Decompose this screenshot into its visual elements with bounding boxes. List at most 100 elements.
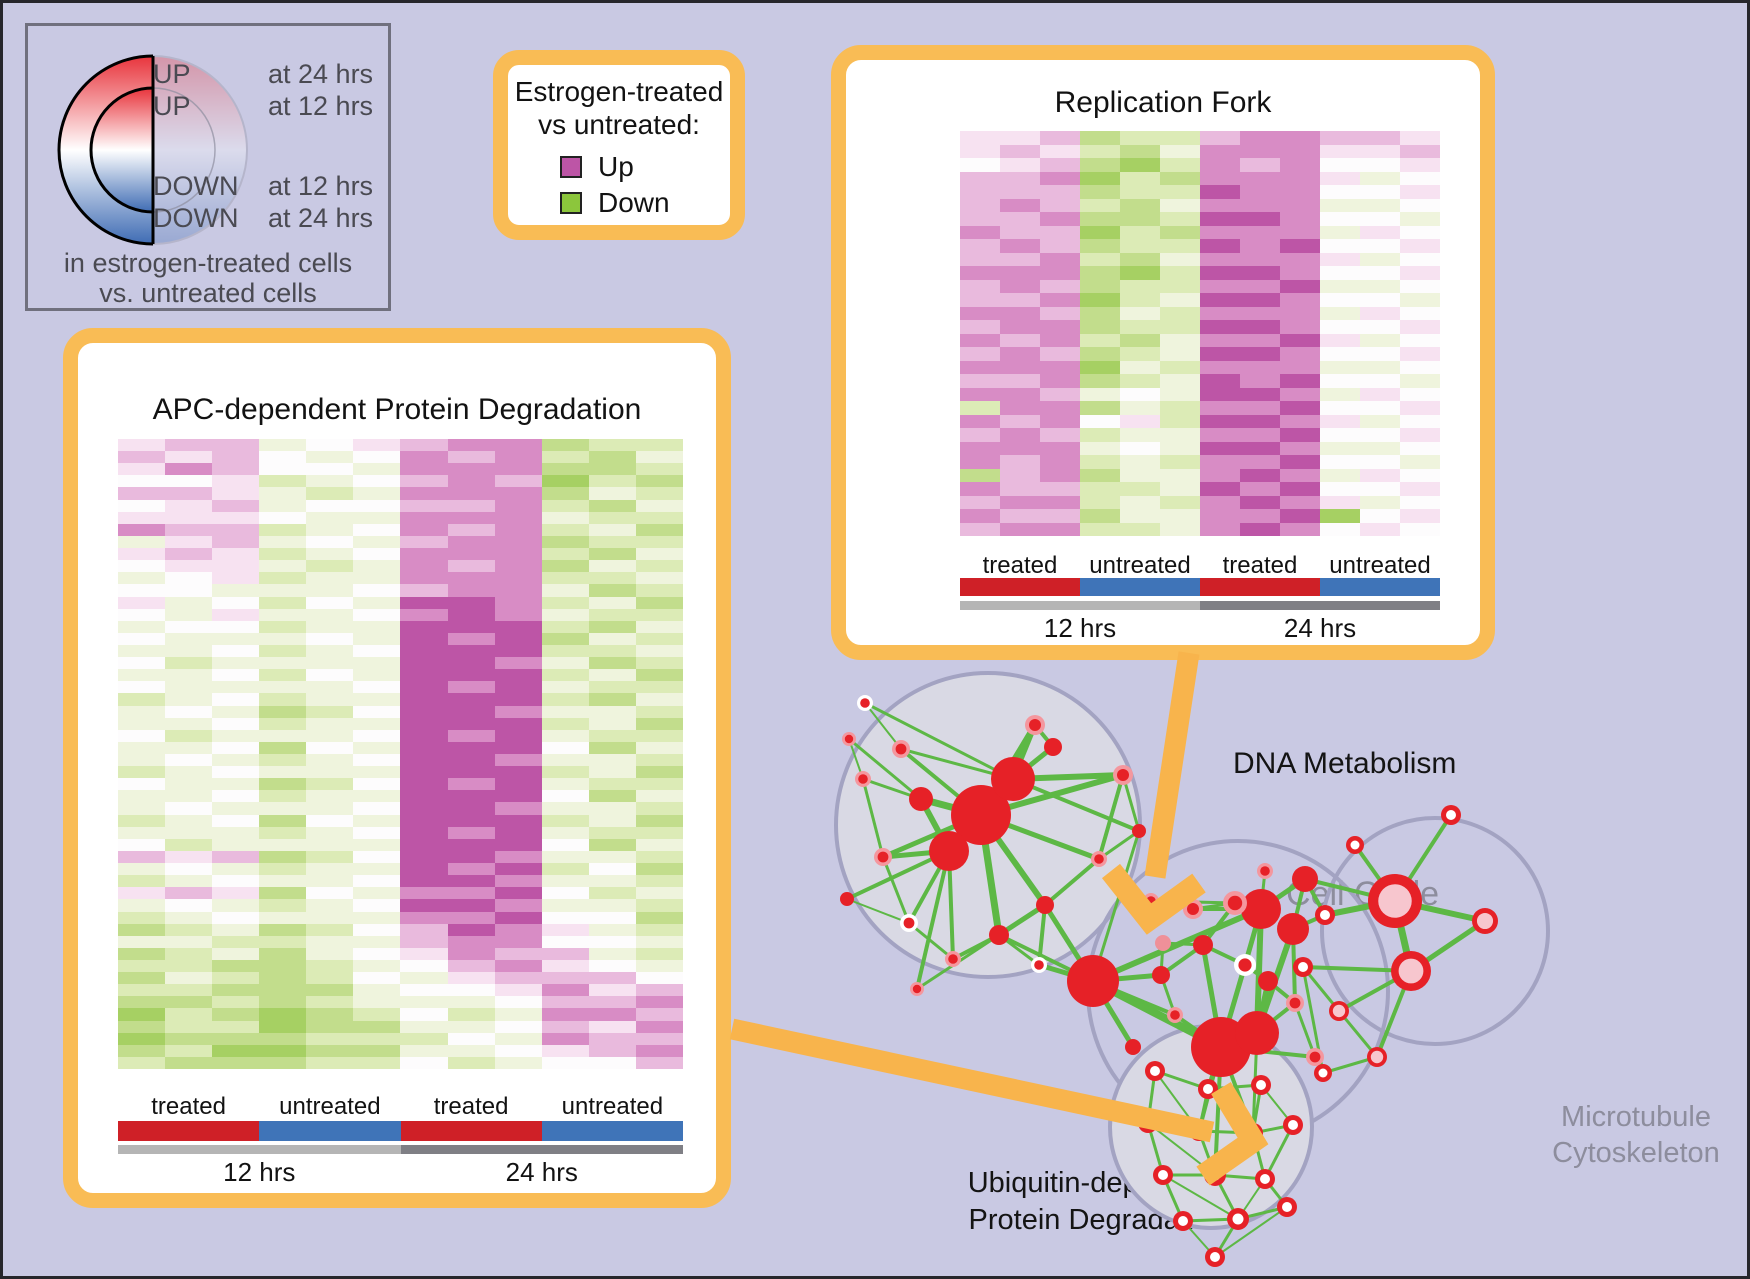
network-edge [1200, 944, 1224, 1048]
heatmap-cell [1240, 239, 1280, 253]
heatmap-cell [1240, 374, 1280, 388]
heatmap-cell [588, 984, 636, 997]
heatmap-cell [353, 923, 401, 936]
heatmap-cell [541, 1044, 589, 1057]
heatmap-cell [494, 511, 542, 524]
heatmap-cell [494, 814, 542, 827]
cluster-circle [1320, 816, 1550, 1046]
heatmap-cell [259, 669, 307, 682]
network-node-core [912, 984, 922, 994]
heatmap-cell [118, 560, 166, 573]
network-edge [915, 850, 951, 990]
heatmap-cell [635, 560, 683, 573]
heatmap-cell [494, 850, 542, 864]
heatmap-cell [1120, 495, 1160, 509]
heatmap-cell [353, 972, 401, 985]
heatmap-cell [165, 826, 213, 839]
heatmap-cell [1240, 482, 1280, 496]
heatmap-cell [1400, 482, 1440, 496]
heatmap-cell [165, 523, 213, 536]
network-node [929, 831, 969, 871]
heatmap-cell [541, 850, 589, 864]
network-edge [1038, 962, 1094, 984]
heatmap-cell [165, 608, 213, 621]
heatmap-cell [306, 644, 354, 658]
legend-row-up-12: UP at 12 hrs [153, 91, 373, 122]
heatmap-cell [1400, 414, 1440, 428]
heatmap-cell [259, 972, 307, 985]
heatmap-cell [212, 620, 260, 633]
heatmap-cell [1160, 428, 1200, 442]
heatmap-cell [1240, 306, 1280, 320]
heatmap-cell [259, 838, 307, 851]
heatmap-cell [1120, 266, 1160, 280]
heatmap-cell [306, 511, 354, 524]
network-node [1025, 715, 1045, 735]
network-edge [920, 795, 982, 819]
heatmap-cell [400, 717, 448, 730]
heatmap-cell [118, 875, 166, 888]
heatmap-cell [259, 439, 307, 452]
heatmap-cell [635, 681, 683, 694]
heatmap-cell [1120, 198, 1160, 212]
heatmap-cell [165, 790, 213, 803]
heatmap-cell [447, 657, 495, 670]
heatmap-cell [494, 657, 542, 670]
untreated-label: untreated [279, 1093, 381, 1120]
heatmap-cell [1240, 387, 1280, 401]
heatmap-cell [212, 535, 260, 549]
heatmap-cell [1120, 212, 1160, 226]
heatmap-cell [1360, 414, 1400, 428]
heatmap-cell [259, 875, 307, 888]
heatmap-cell [1320, 198, 1360, 212]
heatmap-cell [306, 560, 354, 573]
heatmap-cell [400, 875, 448, 888]
heatmap-cell [1040, 333, 1080, 347]
heatmap-cell [118, 996, 166, 1009]
heatmap-cell [635, 439, 683, 452]
heatmap-cell [1360, 225, 1400, 239]
network-edge [1251, 1084, 1263, 1134]
heatmap-cell [588, 487, 636, 500]
heatmap-cell [635, 523, 683, 536]
network-edge [1259, 870, 1267, 910]
heatmap-cell [259, 451, 307, 464]
heatmap-cell [1400, 212, 1440, 226]
heatmap-cell [588, 584, 636, 597]
network-edge [1159, 974, 1177, 1016]
heatmap-cell [212, 632, 260, 645]
heatmap-cell [588, 887, 636, 900]
heatmap-cell [1400, 468, 1440, 482]
heatmap-cell [447, 596, 495, 609]
legend-row-down-12: DOWN at 12 hrs [153, 171, 373, 202]
heatmap-cell [118, 790, 166, 803]
heatmap-cell [165, 1020, 213, 1033]
heatmap-cell [118, 487, 166, 500]
heatmap-cell [353, 439, 401, 452]
caption-line-1: in estrogen-treated cells [63, 248, 353, 278]
heatmap-cell [960, 252, 1000, 266]
heatmap-cell [1120, 131, 1160, 145]
heatmap-cell [1280, 482, 1320, 496]
network-edge [1092, 979, 1176, 1017]
legend-item-down: Down [560, 187, 678, 219]
heatmap-cell [306, 875, 354, 888]
network-edge [1159, 942, 1165, 976]
heatmap-cell [212, 548, 260, 561]
cluster-circle [834, 671, 1142, 979]
heatmap-cell [447, 632, 495, 645]
heatmap-cell [212, 511, 260, 524]
heatmap-cell [447, 487, 495, 500]
heatmap-cell [212, 681, 260, 694]
heatmap-cell [588, 620, 636, 633]
heatmap-cell [306, 911, 354, 924]
heatmap-cell [1120, 428, 1160, 442]
network-node-core [1117, 769, 1129, 781]
heatmap-cell [118, 1008, 166, 1021]
heatmap-cell [1040, 414, 1080, 428]
network-edge [1337, 1010, 1379, 1058]
heatmap-cell [212, 766, 260, 779]
heatmap-cell [212, 1032, 260, 1045]
heatmap-cell [1160, 279, 1200, 293]
network-edge [1033, 723, 1055, 749]
